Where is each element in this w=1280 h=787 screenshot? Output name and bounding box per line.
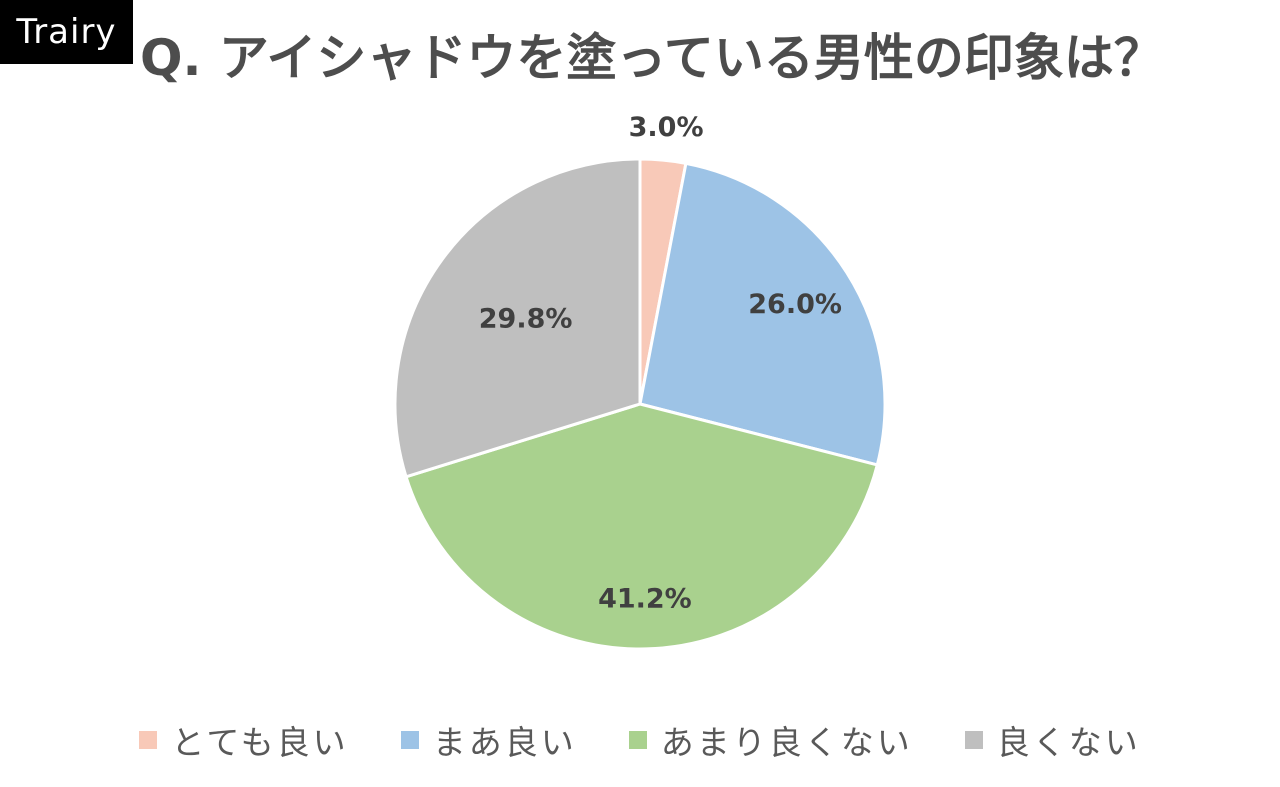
legend-label: まあ良い [432,723,577,762]
legend-swatch [139,731,158,749]
chart-legend: とても良い まあ良い あまり良くない 良くない [0,712,1280,768]
chart-title: Q. アイシャドウを塗っている男性の印象は？ [140,29,1164,87]
slice-label-maa-yoi: 26.0% [748,289,842,320]
legend-item-amari-yokunai: あまり良くない [628,716,913,764]
slice-label-amari-yokunai: 41.2% [598,583,692,614]
pie-slice-yokunai [393,157,642,479]
trairy-logo: Trairy [0,0,133,64]
legend-label: あまり良くない [660,723,913,762]
slice-label-yokunai: 29.8% [479,303,573,334]
legend-swatch [628,731,647,749]
slice-label-totemo-yoi: 3.0% [629,112,704,143]
legend-item-totemo-yoi: とても良い [139,716,348,764]
legend-swatch [400,731,419,749]
pie-slice-amari-yokunai [404,402,880,651]
pie-slice-maa-yoi [638,161,887,467]
legend-label: 良くない [996,723,1141,762]
legend-item-maa-yoi: まあ良い [400,716,577,764]
legend-swatch [964,731,983,749]
legend-label: とても良い [171,723,349,762]
legend-item-yokunai: 良くない [964,716,1141,764]
